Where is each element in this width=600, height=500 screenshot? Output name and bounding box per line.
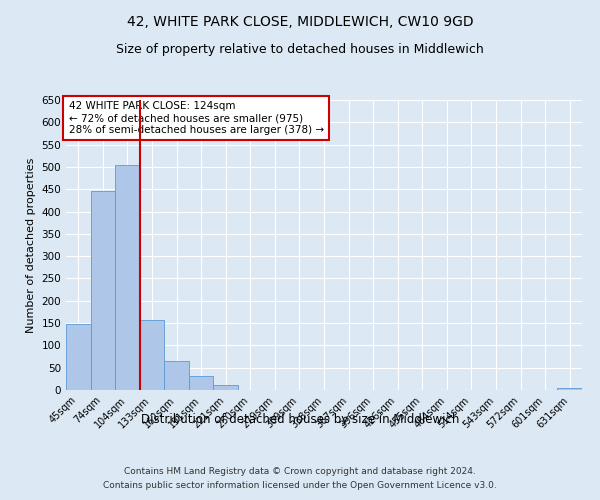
Text: Contains HM Land Registry data © Crown copyright and database right 2024.: Contains HM Land Registry data © Crown c…	[124, 468, 476, 476]
Bar	[140, 320, 164, 390]
Bar	[189, 376, 214, 390]
Bar	[66, 324, 91, 390]
Text: 42 WHITE PARK CLOSE: 124sqm
← 72% of detached houses are smaller (975)
28% of se: 42 WHITE PARK CLOSE: 124sqm ← 72% of det…	[68, 102, 324, 134]
Text: 42, WHITE PARK CLOSE, MIDDLEWICH, CW10 9GD: 42, WHITE PARK CLOSE, MIDDLEWICH, CW10 9…	[127, 15, 473, 29]
Bar	[115, 164, 140, 390]
Bar	[164, 360, 189, 390]
Bar	[214, 384, 238, 390]
Bar	[91, 190, 115, 390]
Text: Size of property relative to detached houses in Middlewich: Size of property relative to detached ho…	[116, 42, 484, 56]
Text: Distribution of detached houses by size in Middlewich: Distribution of detached houses by size …	[141, 412, 459, 426]
Bar	[557, 388, 582, 390]
Text: Contains public sector information licensed under the Open Government Licence v3: Contains public sector information licen…	[103, 481, 497, 490]
Y-axis label: Number of detached properties: Number of detached properties	[26, 158, 36, 332]
